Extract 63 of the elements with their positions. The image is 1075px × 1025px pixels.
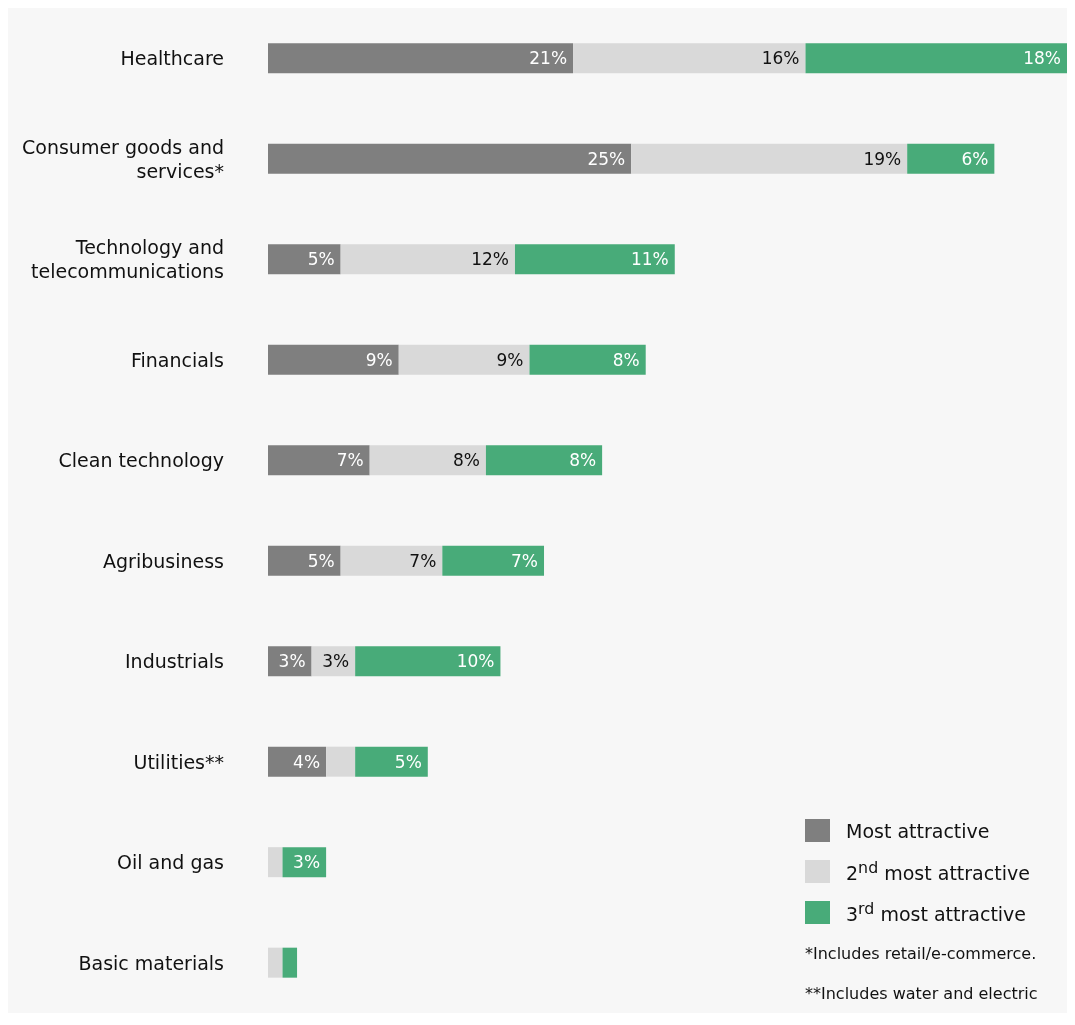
data-label: 3% xyxy=(322,651,350,672)
bar xyxy=(442,545,545,576)
data-label: 4% xyxy=(293,751,321,772)
y-tick-label: Basic materials xyxy=(78,951,224,974)
data-label: 8% xyxy=(612,349,640,370)
data-label: 11% xyxy=(630,249,669,270)
y-tick-label: Financials xyxy=(130,348,224,371)
data-label: 19% xyxy=(863,148,902,169)
data-label: 5% xyxy=(307,550,335,571)
bar xyxy=(268,244,341,275)
data-label: 9% xyxy=(496,349,524,370)
bar xyxy=(631,143,908,174)
bar xyxy=(398,344,530,375)
legend-label: Most attractive xyxy=(846,819,990,842)
data-label: 18% xyxy=(1023,48,1061,69)
bar xyxy=(268,445,370,476)
legend-label: 2$^{nd}$ most attractive xyxy=(846,858,1030,885)
data-label: 21% xyxy=(529,48,568,69)
y-tick-label: Industrials xyxy=(124,650,224,673)
data-label: 6% xyxy=(961,148,989,169)
bar xyxy=(355,646,501,677)
bar xyxy=(268,545,341,576)
y-tick-label: Utilities** xyxy=(133,750,224,773)
data-label: 8% xyxy=(452,450,480,471)
y-tick-label: Agribusiness xyxy=(103,549,224,572)
bar xyxy=(485,445,603,476)
data-label: 8% xyxy=(569,450,597,471)
y-tick-label: Healthcare xyxy=(120,47,224,70)
bar xyxy=(805,43,1067,74)
data-label: 10% xyxy=(456,651,495,672)
bar xyxy=(514,244,675,275)
bar xyxy=(355,746,428,777)
data-label: 25% xyxy=(587,148,626,169)
data-label: 7% xyxy=(511,550,539,571)
bar xyxy=(268,43,574,74)
bar xyxy=(268,847,283,878)
data-label: 12% xyxy=(471,249,509,270)
y-tick-label: Clean technology xyxy=(58,449,224,472)
bar xyxy=(268,344,399,375)
data-label: 7% xyxy=(336,450,364,471)
bar xyxy=(326,746,356,777)
bar xyxy=(573,43,806,74)
y-tick-label: Oil and gas xyxy=(117,851,224,874)
bar xyxy=(907,143,995,174)
legend-label: 3$^{rd}$ most attractive xyxy=(846,899,1027,926)
data-label: 16% xyxy=(761,48,800,69)
y-tick-label: Technology and telecommunications xyxy=(31,236,224,283)
bar xyxy=(268,947,283,978)
y-tick-label: Consumer goods and services* xyxy=(22,135,224,182)
data-label: 7% xyxy=(409,550,437,571)
data-label: 3% xyxy=(278,651,306,672)
annotation: *Includes retail/e-commerce. xyxy=(805,942,1038,965)
bar xyxy=(369,445,486,476)
bar xyxy=(268,143,632,174)
data-label: 3% xyxy=(293,852,321,873)
annotation: **Includes water and electric xyxy=(805,982,1039,1005)
bar xyxy=(340,244,515,275)
bar xyxy=(529,344,646,375)
data-label: 5% xyxy=(307,249,335,270)
data-label: 5% xyxy=(394,751,422,772)
bar xyxy=(340,545,443,576)
data-label: 9% xyxy=(365,349,393,370)
bar xyxy=(282,947,298,978)
